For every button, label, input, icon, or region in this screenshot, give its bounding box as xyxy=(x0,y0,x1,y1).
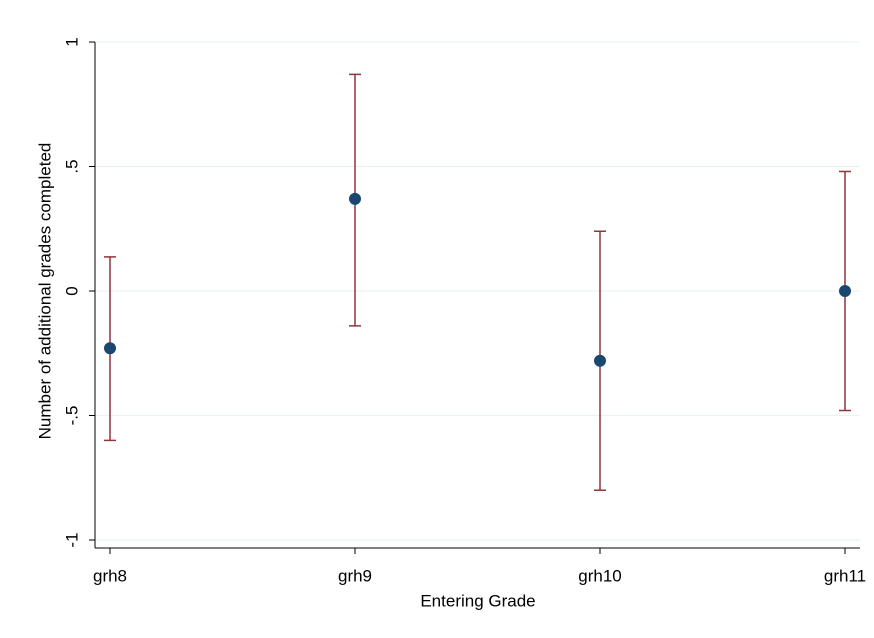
point xyxy=(594,354,606,367)
y-tick-label: 1 xyxy=(62,37,81,46)
y-tick-label: -.5 xyxy=(62,406,81,426)
x-tick-label: grh9 xyxy=(338,566,372,585)
y-tick-label: -1 xyxy=(62,532,81,547)
point xyxy=(104,342,116,355)
y-axis-label: Number of additional grades completed xyxy=(35,143,54,440)
x-tick-label: grh8 xyxy=(93,566,127,585)
y-tick-label: .5 xyxy=(62,159,81,173)
x-tick-label: grh10 xyxy=(578,566,621,585)
x-tick-label: grh11 xyxy=(824,566,866,585)
x-axis-label: Entering Grade xyxy=(420,591,535,610)
point xyxy=(349,192,361,205)
point xyxy=(839,285,851,297)
y-tick-label: 0 xyxy=(62,286,81,295)
